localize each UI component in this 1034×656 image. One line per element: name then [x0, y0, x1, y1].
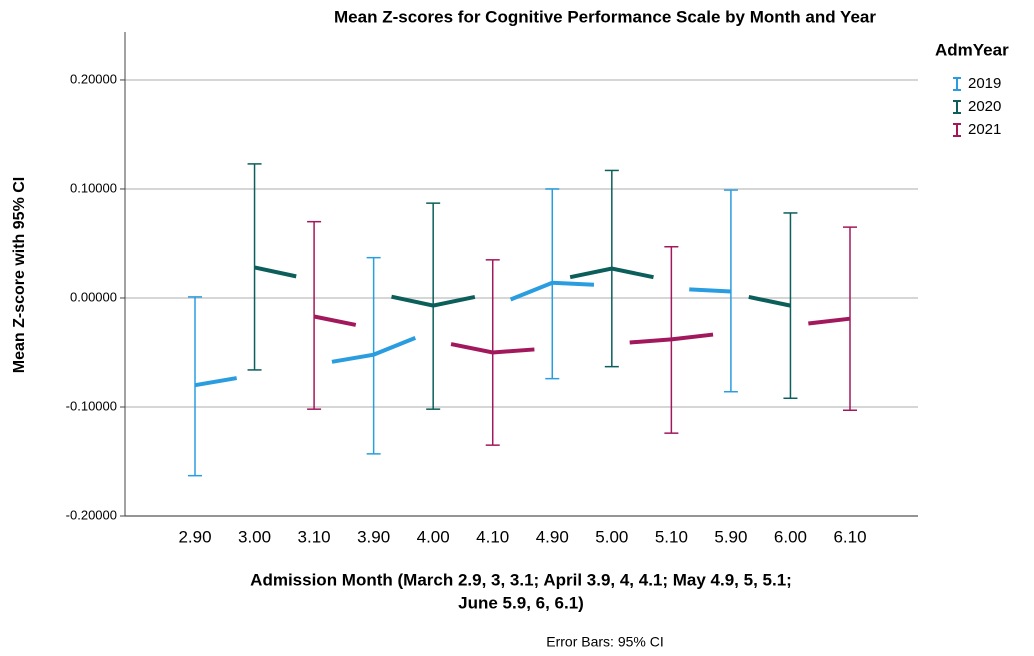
legend-label: 2021 — [968, 121, 1001, 138]
line-segment — [254, 265, 297, 279]
y-tick-label: 0.20000 — [70, 71, 117, 86]
line-segment — [808, 316, 851, 326]
x-tick-label: 3.00 — [238, 527, 271, 546]
line-segment — [748, 295, 791, 308]
x-tick-label: 3.90 — [357, 527, 390, 546]
x-tick-label: 3.10 — [298, 527, 331, 546]
x-tick-label: 5.00 — [595, 527, 628, 546]
legend-title: AdmYear — [935, 40, 1009, 59]
footnote: Error Bars: 95% CI — [546, 634, 663, 650]
x-tick-label: 4.00 — [417, 527, 450, 546]
line-segment — [194, 376, 238, 388]
x-tick-label: 6.00 — [774, 527, 807, 546]
y-tick-label: -0.20000 — [66, 507, 117, 522]
chart-title: Mean Z-scores for Cognitive Performance … — [334, 7, 876, 26]
line-segment — [689, 287, 732, 294]
x-tick-label: 4.90 — [536, 527, 569, 546]
legend-label: 2020 — [968, 98, 1001, 115]
y-tick-label: 0.10000 — [70, 180, 117, 195]
x-tick-label: 5.10 — [655, 527, 688, 546]
y-tick-label: -0.10000 — [66, 398, 117, 413]
x-tick-label: 2.90 — [178, 527, 211, 546]
line-segment — [313, 314, 357, 327]
x-axis-label: June 5.9, 6, 6.1) — [458, 593, 584, 612]
legend-label: 2019 — [968, 75, 1001, 92]
y-tick-label: 0.00000 — [70, 289, 117, 304]
y-axis-label: Mean Z-score with 95% CI — [11, 177, 28, 374]
x-axis-label: Admission Month (March 2.9, 3, 3.1; Apri… — [250, 570, 792, 589]
x-tick-label: 5.90 — [714, 527, 747, 546]
x-tick-label: 6.10 — [833, 527, 866, 546]
x-tick-label: 4.10 — [476, 527, 509, 546]
